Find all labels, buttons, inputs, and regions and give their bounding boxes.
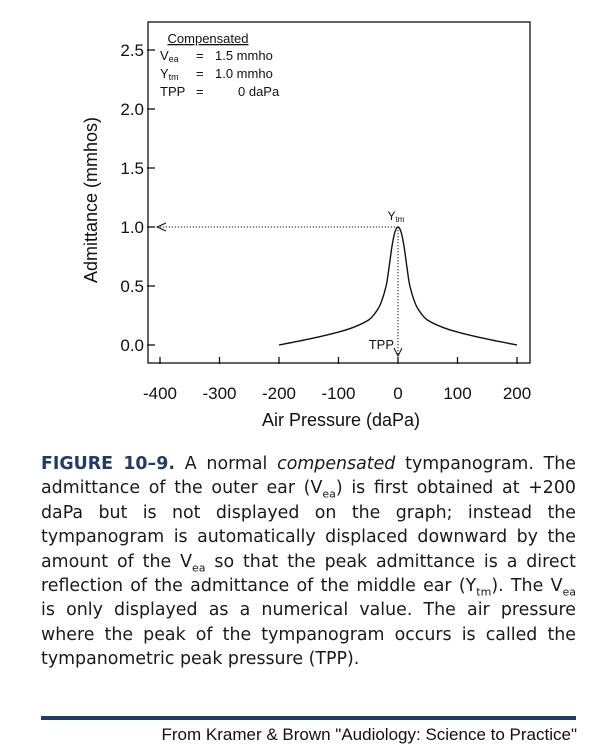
caption-sub-2: ea bbox=[191, 561, 206, 575]
figure-caption: FIGURE 10–9. A normal compensated tympan… bbox=[41, 452, 576, 672]
caption-text-3: ) is first obtained at +200 daPa but is … bbox=[41, 478, 576, 572]
x-tick-label: 0 bbox=[393, 384, 402, 403]
tympanogram-chart: 0.0 0.5 1.0 1.5 2.0 2.5 -400 -300 -200 -100 0 100 2… bbox=[81, 21, 531, 430]
legend-row-label: V bbox=[160, 48, 169, 63]
y-tick-label: 0.5 bbox=[120, 277, 144, 296]
plot-frame bbox=[147, 21, 531, 364]
legend-title: Compensated bbox=[168, 31, 249, 46]
svg-text:Vea: Vea bbox=[160, 48, 179, 64]
legend-row-sub: ea bbox=[169, 54, 179, 64]
caption-sub-1: ea bbox=[322, 487, 336, 501]
caption-text-4: so that the peak admittance is a direct … bbox=[41, 551, 576, 597]
x-axis-label: Air Pressure (daPa) bbox=[262, 410, 420, 430]
x-tick-label: -400 bbox=[143, 384, 177, 403]
caption-sub-4: ea bbox=[562, 585, 576, 599]
x-tick-label: -300 bbox=[202, 384, 236, 403]
y-tick-label: 2.0 bbox=[120, 100, 144, 119]
legend-row-eq: = bbox=[196, 66, 204, 81]
peak-label-sub: tm bbox=[396, 215, 405, 224]
legend-row-label: Y bbox=[160, 66, 169, 81]
legend-row-value: 1.5 mmho bbox=[215, 48, 273, 63]
x-axis: -400 -300 -200 -100 0 100 200 bbox=[143, 357, 531, 403]
y-tick-label: 0.0 bbox=[120, 336, 144, 355]
legend-row-eq: = bbox=[196, 48, 204, 63]
peak-label-main: Y bbox=[388, 209, 396, 223]
legend-row-label: TPP bbox=[160, 84, 185, 99]
figure-label: FIGURE 10–9. bbox=[41, 454, 175, 474]
caption-text-1: A normal bbox=[174, 454, 278, 474]
y-tick-label: 1.5 bbox=[120, 159, 144, 178]
legend-row-eq: = bbox=[196, 84, 204, 99]
tympanogram-curve bbox=[278, 226, 518, 346]
legend-row-ytm: Ytm = 1.0 mmho bbox=[160, 66, 273, 82]
y-tick-label: 1.0 bbox=[120, 218, 144, 237]
y-axis-label: Admittance (mmhos) bbox=[81, 117, 101, 283]
left-arrow-icon bbox=[155, 222, 167, 232]
caption-sub-3: tm bbox=[476, 585, 492, 599]
y-axis: 0.0 0.5 1.0 1.5 2.0 2.5 bbox=[120, 41, 155, 355]
svg-text:Ytm: Ytm bbox=[160, 66, 179, 82]
x-tick-label: -100 bbox=[321, 384, 355, 403]
caption-text-5: ). The V bbox=[491, 576, 563, 597]
x-tick-label: -200 bbox=[262, 384, 296, 403]
legend-row-vea: Vea = 1.5 mmho bbox=[160, 48, 273, 64]
caption-text-6: is only displayed as a numerical value. … bbox=[41, 600, 576, 670]
x-tick-label: 100 bbox=[443, 384, 471, 403]
x-tick-label: 200 bbox=[503, 384, 531, 403]
caption-text-2: tympanogram. The admittance of the outer… bbox=[41, 454, 576, 499]
legend: Compensated Vea = 1.5 mmho Ytm = 1.0 mmh… bbox=[160, 31, 280, 99]
legend-row-value: 1.0 mmho bbox=[215, 66, 273, 81]
down-arrow-icon bbox=[393, 347, 403, 358]
legend-row-tpp: TPP = 0 daPa bbox=[160, 84, 280, 99]
caption-emphasis: compensated bbox=[277, 454, 396, 474]
divider-rule bbox=[41, 716, 576, 720]
tpp-label: TPP bbox=[369, 337, 394, 352]
source-credit: From Kramer & Brown "Audiology: Science … bbox=[161, 725, 577, 744]
peak-label-ytm: Ytm bbox=[388, 209, 405, 224]
peak-guides bbox=[155, 222, 403, 358]
y-tick-label: 2.5 bbox=[120, 41, 144, 60]
legend-row-value: 0 daPa bbox=[238, 84, 280, 99]
legend-row-sub: tm bbox=[169, 72, 179, 82]
